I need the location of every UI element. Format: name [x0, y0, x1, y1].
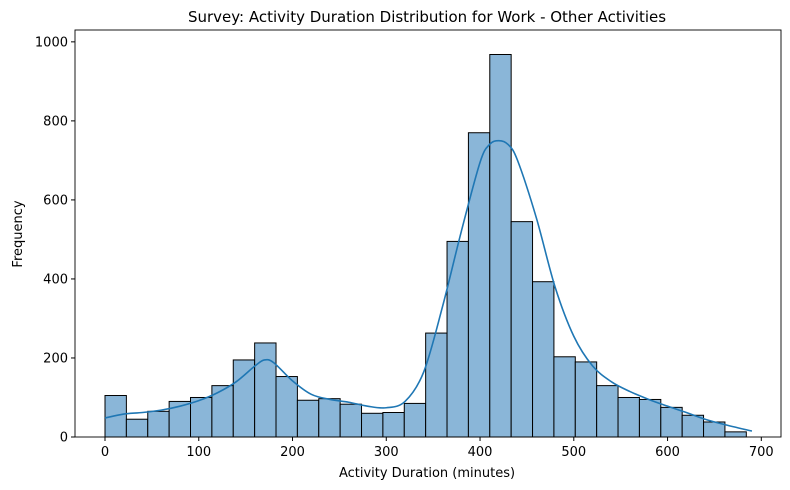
- x-axis-ticks: 0 100 200 300 400 500 600 700: [101, 437, 774, 460]
- histogram-bar-29: [724, 431, 747, 438]
- y-tick-label: 200: [43, 351, 68, 366]
- histogram-bar-26: [660, 406, 683, 438]
- histogram-bar-23: [596, 385, 619, 438]
- histogram-bar-15: [425, 332, 448, 438]
- histogram-bar-16: [446, 240, 469, 438]
- histogram-bar-25: [638, 398, 662, 438]
- x-axis-label: Activity Duration (minutes): [339, 466, 515, 481]
- histogram-bar-12: [361, 412, 384, 438]
- histogram-bar-14: [403, 402, 427, 438]
- y-tick-label: 0: [60, 431, 68, 446]
- histogram-bar-8: [275, 376, 298, 438]
- x-tick-label: 500: [561, 445, 586, 460]
- x-tick-label: 700: [749, 445, 774, 460]
- histogram-bar-1: [125, 418, 149, 438]
- histogram-bar-27: [681, 414, 705, 438]
- y-axis-ticks: 0 200 400 600 800 1000: [35, 35, 75, 446]
- x-tick-label: 600: [655, 445, 680, 460]
- kde-curve: [104, 139, 753, 432]
- x-tick-label: 200: [280, 445, 305, 460]
- y-tick-label: 600: [43, 193, 68, 208]
- histogram-bar-19: [510, 221, 534, 438]
- y-tick-label: 1000: [35, 35, 68, 50]
- bars-group: [104, 53, 747, 438]
- y-tick-label: 800: [43, 114, 68, 129]
- plot-frame: [74, 29, 782, 438]
- histogram-bar-22: [574, 361, 598, 438]
- x-tick-label: 400: [468, 445, 493, 460]
- histogram-bar-21: [553, 356, 576, 438]
- x-tick-label: 300: [374, 445, 399, 460]
- histogram-bar-6: [232, 359, 256, 438]
- x-tick-label: 100: [186, 445, 211, 460]
- histogram-bar-10: [318, 398, 341, 438]
- histogram-bar-7: [254, 342, 277, 438]
- histogram-bar-4: [190, 396, 213, 438]
- histogram-bar-18: [489, 53, 512, 438]
- histogram-bar-24: [617, 396, 640, 438]
- y-axis-label: Frequency: [11, 200, 26, 267]
- y-tick-label: 400: [43, 272, 68, 287]
- histogram-bar-13: [382, 412, 405, 438]
- x-tick-label: 0: [101, 445, 109, 460]
- histogram-bar-20: [532, 281, 555, 438]
- histogram-bar-11: [339, 403, 363, 438]
- histogram-bar-2: [147, 410, 170, 438]
- histogram-bar-17: [467, 132, 491, 438]
- histogram-bar-9: [296, 399, 320, 438]
- chart-title: Survey: Activity Duration Distribution f…: [188, 8, 666, 26]
